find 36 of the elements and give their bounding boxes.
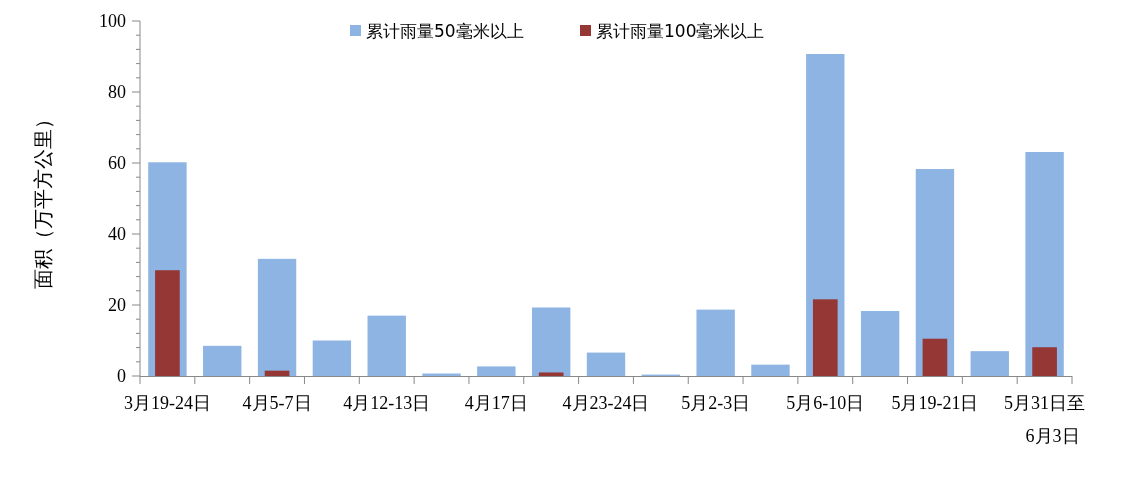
x-tick-label: 4月23-24日 [562, 393, 650, 413]
bar [586, 352, 626, 376]
x-tick-label: 4月17日 [464, 393, 528, 413]
y-tick-label: 40 [108, 224, 126, 245]
bar [155, 270, 180, 376]
bar [312, 340, 352, 376]
y-axis-title: 面积（万平方公里） [32, 108, 54, 289]
y-tick-label: 20 [108, 295, 126, 316]
y-tick-label: 0 [117, 366, 126, 387]
bar [367, 315, 406, 376]
bar [751, 364, 790, 376]
bar [812, 299, 838, 376]
y-tick-label: 100 [99, 11, 126, 32]
bar [1032, 347, 1057, 376]
legend-label: 累计雨量100毫米以上 [596, 20, 765, 41]
bar [1025, 152, 1064, 376]
bar [860, 311, 900, 376]
x-tick-label: 4月12-13日 [343, 393, 431, 413]
x-tick-label: 5月6-10日 [786, 393, 865, 413]
x-tick-label: 3月19-24日 [123, 393, 211, 413]
bar [531, 307, 571, 376]
y-tick-label: 60 [108, 153, 126, 174]
x-tick-label: 5月2-3日 [681, 393, 751, 413]
x-tick-label: 5月31日至6月3日 [1004, 393, 1086, 446]
bar [477, 366, 516, 376]
y-tick-label: 80 [108, 82, 126, 103]
bar [696, 309, 735, 376]
x-tick-label: 5月19-21日 [891, 393, 979, 413]
bar [264, 370, 290, 376]
bar [538, 372, 564, 376]
bar [922, 338, 948, 376]
x-tick-label: 4月5-7日 [242, 393, 312, 413]
bar [257, 258, 297, 376]
legend-label: 累计雨量50毫米以上 [366, 20, 524, 41]
bar [970, 351, 1009, 376]
bar [203, 345, 242, 376]
